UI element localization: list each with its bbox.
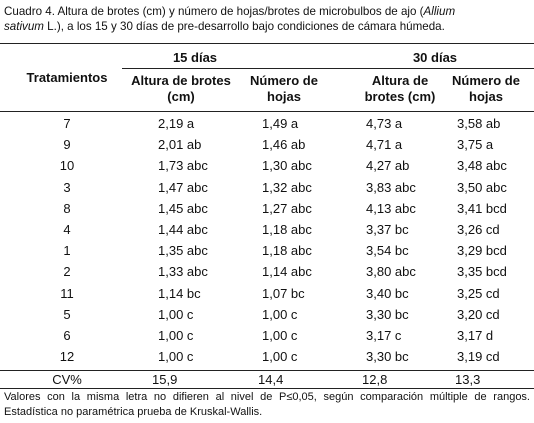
group-header: 15 días xyxy=(172,50,218,65)
value-cell: 3,17 d xyxy=(457,328,494,343)
value-cell: 1,00 c xyxy=(262,328,298,343)
value-cell: 3,26 cd xyxy=(457,222,500,237)
treatment: 10 xyxy=(59,158,75,174)
value-cell: 4,27 ab xyxy=(366,158,410,174)
value-cell: 3,54 bc xyxy=(366,243,409,259)
value-cell: 2,01 ab xyxy=(158,137,202,153)
value-cell: 1,00 c xyxy=(158,349,194,365)
rule xyxy=(0,370,534,371)
column-header: Altura de brotes (cm) xyxy=(131,73,231,104)
value-cell: 3,17 c xyxy=(366,328,402,343)
value-cell: 1,27 abc xyxy=(262,200,312,216)
caption-line: sativum L.), a los 15 y 30 días de pre-d… xyxy=(4,20,530,33)
value-cell: 3,37 bc xyxy=(366,222,409,237)
value-cell: 1,18 abc xyxy=(262,222,312,237)
value-cell: 3,50 abc xyxy=(457,179,507,195)
value-cell: 1,14 abc xyxy=(262,264,312,280)
value-cell: 1,49 a xyxy=(262,116,299,131)
treatment: 7 xyxy=(63,116,71,131)
caption-text: L.), a los 15 y 30 días de pre-desarroll… xyxy=(43,20,445,33)
value-cell: 4,71 a xyxy=(366,137,403,153)
caption-text: Cuadro 4. Altura de brotes (cm) y número… xyxy=(4,5,424,18)
value-cell: 3,29 bcd xyxy=(457,243,507,259)
value-cell: 3,30 bc xyxy=(366,306,409,322)
cv-value: 15,9 xyxy=(152,372,178,387)
value-cell: 1,14 bc xyxy=(158,285,201,301)
value-cell: 1,46 ab xyxy=(262,137,306,153)
value-cell: 3,48 abc xyxy=(457,158,507,174)
caption-italic: sativum xyxy=(4,20,44,33)
value-cell: 1,00 c xyxy=(158,328,194,343)
value-cell: 4,73 a xyxy=(366,116,403,131)
value-cell: 1,18 abc xyxy=(262,243,312,259)
value-cell: 1,30 abc xyxy=(262,158,312,174)
value-cell: 3,83 abc xyxy=(366,179,416,195)
treatment: 8 xyxy=(63,200,71,216)
value-cell: 3,19 cd xyxy=(457,349,500,365)
treatment: 4 xyxy=(63,222,71,237)
value-cell: 1,00 c xyxy=(158,306,194,322)
value-cell: 3,25 cd xyxy=(457,285,500,301)
cv-value: 13,3 xyxy=(455,372,481,387)
treatment: 3 xyxy=(63,179,71,195)
treatment: 11 xyxy=(60,285,74,301)
cv-value: 14,4 xyxy=(258,372,284,387)
value-cell: 2,19 a xyxy=(158,116,195,131)
value-cell: 1,47 abc xyxy=(158,179,208,195)
column-header: Altura de brotes (cm) xyxy=(364,73,436,104)
value-cell: 3,30 bc xyxy=(366,349,409,365)
value-cell: 3,35 bcd xyxy=(457,264,507,280)
value-cell: 1,33 abc xyxy=(158,264,208,280)
treatment: 5 xyxy=(63,306,71,322)
treatment: 1 xyxy=(63,243,71,259)
value-cell: 3,58 ab xyxy=(457,116,501,131)
rule xyxy=(0,43,534,44)
treatment: 2 xyxy=(63,264,71,280)
caption-italic: Allium xyxy=(423,5,456,18)
treatment: 9 xyxy=(63,137,71,153)
value-cell: 3,41 bcd xyxy=(457,200,507,216)
value-cell: 3,40 bc xyxy=(366,285,409,301)
value-cell: 1,44 abc xyxy=(158,222,208,237)
value-cell: 1,35 abc xyxy=(158,243,208,259)
row-header: Tratamientos xyxy=(26,70,108,85)
value-cell: 4,13 abc xyxy=(366,200,416,216)
treatment: 6 xyxy=(63,328,71,343)
value-cell: 3,75 a xyxy=(457,137,494,153)
value-cell: 1,00 c xyxy=(262,306,298,322)
footnote: Valores con la misma letra no difieren a… xyxy=(4,391,530,418)
rule xyxy=(0,388,534,389)
cv-value: 12,8 xyxy=(362,372,388,387)
value-cell: 1,32 abc xyxy=(262,179,312,195)
value-cell: 3,20 cd xyxy=(457,306,500,322)
group-header: 30 días xyxy=(412,50,458,65)
rule xyxy=(122,68,534,69)
value-cell: 1,73 abc xyxy=(158,158,208,174)
treatment: 12 xyxy=(59,349,75,365)
cv-label: CV% xyxy=(52,372,82,387)
column-header: Número de hojas xyxy=(250,73,318,104)
value-cell: 1,07 bc xyxy=(262,285,305,301)
value-cell: 1,00 c xyxy=(262,349,298,365)
column-header: Número de hojas xyxy=(452,73,520,104)
caption-line: Cuadro 4. Altura de brotes (cm) y número… xyxy=(4,5,530,18)
value-cell: 3,80 abc xyxy=(366,264,416,280)
value-cell: 1,45 abc xyxy=(158,200,208,216)
rule xyxy=(0,111,534,112)
